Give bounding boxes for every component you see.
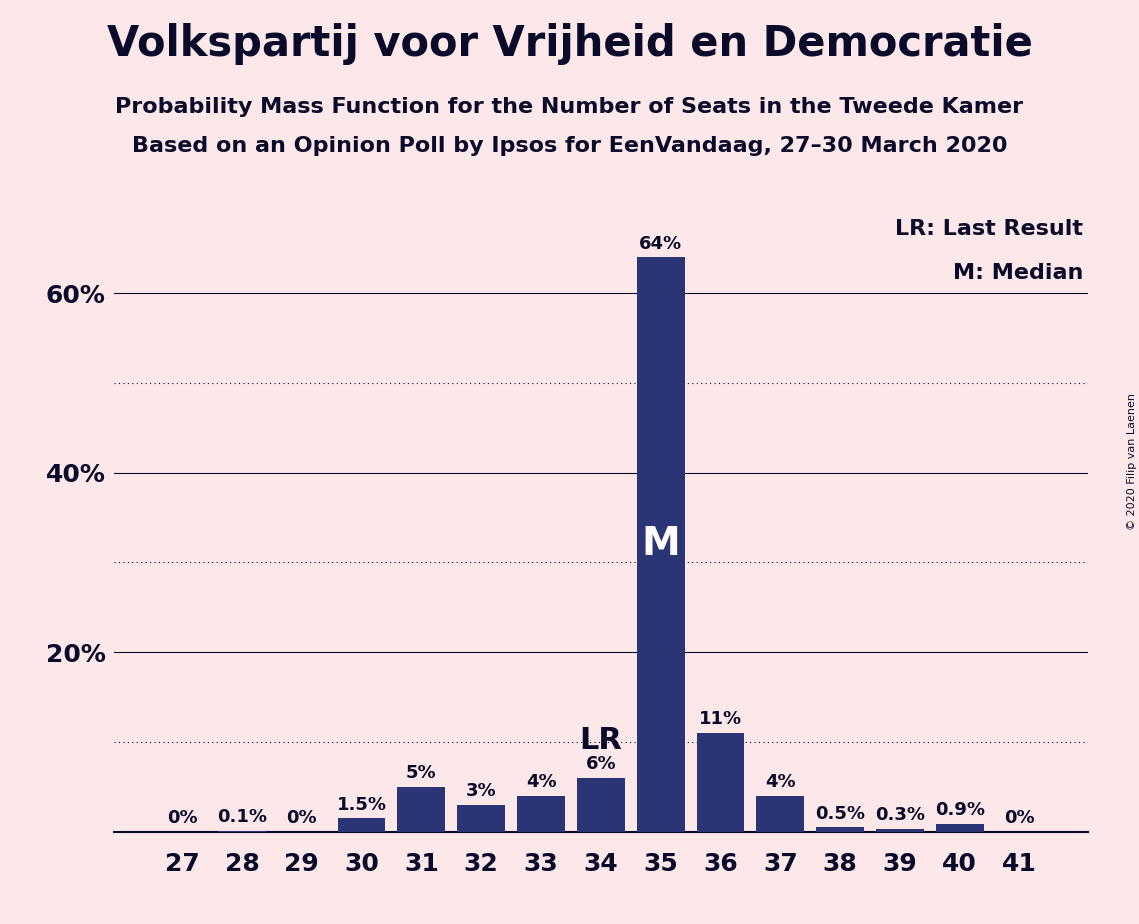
Text: 0.1%: 0.1% (216, 808, 267, 826)
Bar (576, 778, 625, 832)
Bar (398, 786, 445, 832)
Bar (936, 823, 984, 832)
Text: LR: LR (580, 726, 622, 755)
Text: 4%: 4% (526, 773, 556, 791)
Text: Based on an Opinion Poll by Ipsos for EenVandaag, 27–30 March 2020: Based on an Opinion Poll by Ipsos for Ee… (132, 136, 1007, 156)
Bar (697, 733, 745, 832)
Bar (756, 796, 804, 832)
Text: 1.5%: 1.5% (336, 796, 386, 814)
Text: 0.5%: 0.5% (816, 805, 866, 822)
Text: 0.3%: 0.3% (875, 807, 925, 824)
Bar (637, 257, 685, 832)
Text: © 2020 Filip van Laenen: © 2020 Filip van Laenen (1126, 394, 1137, 530)
Bar (457, 805, 505, 832)
Text: 6%: 6% (585, 755, 616, 773)
Text: M: Median: M: Median (952, 263, 1083, 283)
Text: 3%: 3% (466, 783, 497, 800)
Text: 0%: 0% (1005, 809, 1035, 827)
Text: M: M (641, 526, 680, 564)
Text: 0.9%: 0.9% (935, 801, 985, 819)
Text: 5%: 5% (407, 764, 436, 783)
Text: 0%: 0% (286, 809, 317, 827)
Bar (517, 796, 565, 832)
Text: Volkspartij voor Vrijheid en Democratie: Volkspartij voor Vrijheid en Democratie (107, 23, 1032, 65)
Bar (876, 829, 924, 832)
Text: 64%: 64% (639, 235, 682, 252)
Text: Probability Mass Function for the Number of Seats in the Tweede Kamer: Probability Mass Function for the Number… (115, 97, 1024, 117)
Bar (337, 818, 385, 832)
Text: 11%: 11% (699, 711, 741, 728)
Bar (817, 827, 865, 832)
Text: 0%: 0% (166, 809, 197, 827)
Text: 4%: 4% (765, 773, 795, 791)
Text: LR: Last Result: LR: Last Result (895, 219, 1083, 239)
